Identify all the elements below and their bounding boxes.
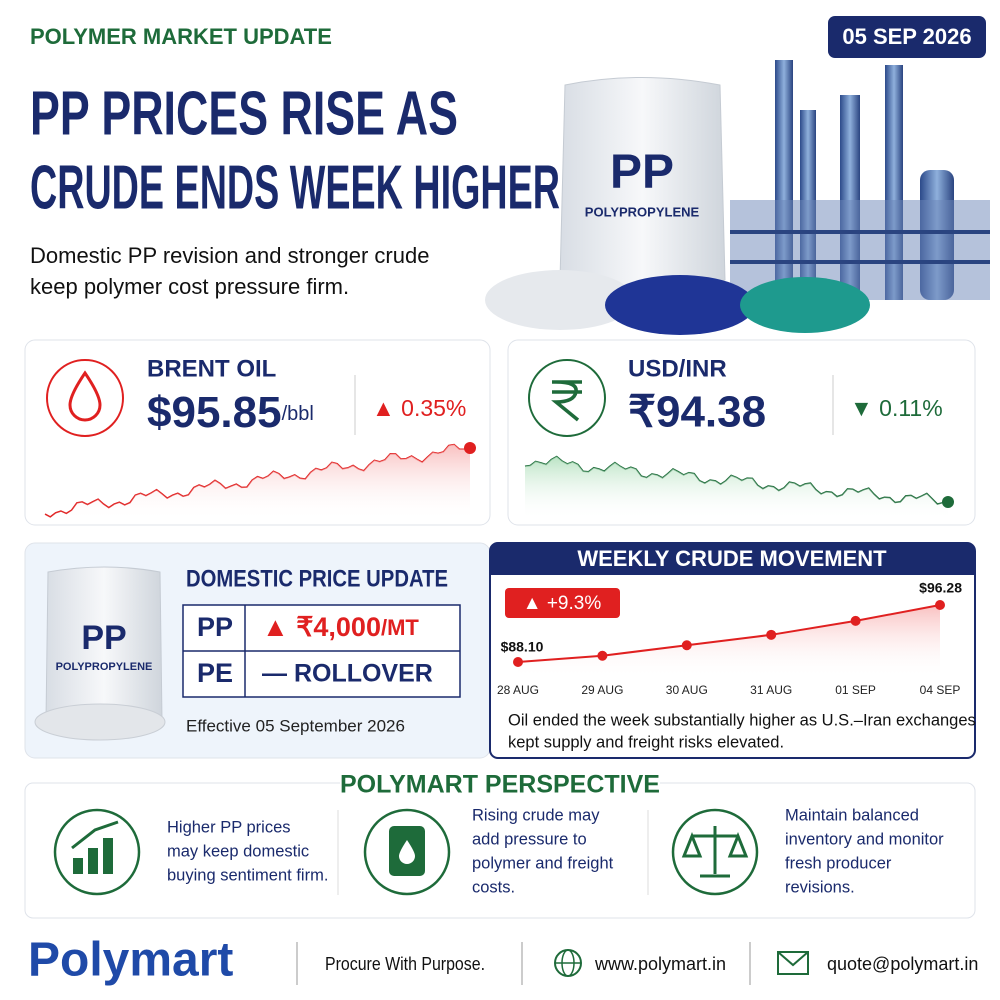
title-line: CRUDE ENDS WEEK HIGHER bbox=[30, 153, 560, 222]
sparkline-dot bbox=[942, 496, 954, 508]
bag-label: PP bbox=[610, 146, 674, 199]
perspective-text: revisions. bbox=[785, 878, 855, 896]
brent-price: $95.85/bbl bbox=[147, 388, 314, 437]
value-label: $96.28 bbox=[919, 580, 962, 596]
domestic-title: DOMESTIC PRICE UPDATE bbox=[186, 565, 448, 592]
price-change: ▲ ₹4,000/MT bbox=[262, 612, 419, 642]
mail-icon bbox=[777, 951, 809, 975]
rupee-glyph bbox=[551, 380, 582, 422]
point bbox=[935, 600, 945, 610]
bag-label: PP bbox=[81, 619, 126, 657]
x-tick-label: 30 AUG bbox=[666, 683, 708, 697]
point bbox=[766, 629, 777, 640]
perspective-title: POLYMART PERSPECTIVE bbox=[340, 771, 660, 799]
weekly-note: kept supply and freight risks elevated. bbox=[508, 733, 784, 751]
pellets bbox=[485, 270, 870, 335]
title-line: PP PRICES RISE AS bbox=[30, 79, 458, 148]
unit: /MT bbox=[381, 615, 419, 640]
value-label: $88.10 bbox=[501, 639, 544, 655]
growth-icon bbox=[53, 808, 141, 896]
usdinr-label: USD/INR bbox=[628, 355, 727, 382]
price-change: — ROLLOVER bbox=[262, 660, 433, 688]
usdinr-change: ▼ 0.11% bbox=[850, 395, 943, 421]
x-tick-label: 04 SEP bbox=[920, 683, 961, 697]
perspective-text: buying sentiment firm. bbox=[167, 866, 328, 884]
unit: /bbl bbox=[282, 403, 314, 425]
point bbox=[513, 657, 523, 667]
line bbox=[517, 604, 941, 663]
brent-label: BRENT OIL bbox=[147, 355, 276, 382]
x-tick-label: 31 AUG bbox=[750, 683, 792, 697]
perspective-text: Rising crude may bbox=[472, 806, 600, 824]
kicker: POLYMER MARKET UPDATE bbox=[30, 24, 332, 49]
email[interactable]: quote@polymart.in bbox=[827, 954, 978, 974]
change-badge bbox=[505, 588, 620, 618]
rupee-icon bbox=[528, 359, 606, 437]
barrel-icon bbox=[363, 808, 451, 896]
weekly-chart: 28 AUG $88.10 29 AUG 30 AUG 31 AUG 01 SEP 04 S… bbox=[497, 580, 962, 697]
weekly-note: Oil ended the week substantially higher … bbox=[508, 711, 976, 729]
product: PP bbox=[197, 612, 233, 642]
point bbox=[597, 650, 608, 661]
perspective-text: costs. bbox=[472, 878, 515, 896]
x-tick-label: 01 SEP bbox=[835, 683, 876, 697]
x-tick-label: 28 AUG bbox=[497, 683, 539, 697]
sparkline-area bbox=[45, 444, 470, 520]
website[interactable]: www.polymart.in bbox=[594, 954, 726, 974]
perspective-text: Higher PP prices bbox=[167, 818, 291, 836]
subtitle: Domestic PP revision and stronger crude bbox=[30, 243, 429, 268]
bag-sublabel: POLYPROPYLENE bbox=[585, 204, 700, 219]
perspective-text: inventory and monitor bbox=[785, 830, 944, 848]
price: $95.85 bbox=[147, 388, 282, 437]
x-tick-label: 29 AUG bbox=[581, 683, 623, 697]
perspective-text: add pressure to bbox=[472, 830, 587, 848]
usdinr-price: ₹94.38 bbox=[628, 388, 766, 437]
balance-icon bbox=[671, 808, 759, 896]
sparkline-dot bbox=[464, 442, 476, 454]
line-area bbox=[518, 605, 940, 678]
brent-change: ▲ 0.35% bbox=[372, 395, 466, 421]
point bbox=[850, 615, 861, 626]
point bbox=[681, 640, 692, 651]
perspective-text: polymer and freight bbox=[472, 854, 614, 872]
change: ▲ ₹4,000 bbox=[262, 612, 381, 642]
effective-date: Effective 05 September 2026 bbox=[186, 716, 405, 735]
weekly-title: WEEKLY CRUDE MOVEMENT bbox=[577, 546, 887, 571]
perspective-text: may keep domestic bbox=[167, 842, 309, 860]
oil-drop bbox=[68, 370, 102, 422]
product: PE bbox=[197, 658, 233, 688]
perspective-items: Higher PP prices may keep domestic buying … bbox=[167, 806, 944, 896]
date-badge bbox=[828, 16, 986, 58]
bag-sublabel: POLYPROPYLENE bbox=[56, 661, 153, 673]
date: 05 SEP 2026 bbox=[842, 24, 971, 49]
perspective-text: Maintain balanced bbox=[785, 806, 919, 824]
perspective-text: fresh producer bbox=[785, 854, 892, 872]
bag-illustration: PP POLYPROPYLENE bbox=[559, 77, 726, 291]
title-backdrop bbox=[340, 770, 660, 800]
bag-illustration: PP POLYPROPYLENE bbox=[34, 566, 166, 741]
tagline: Procure With Purpose. bbox=[325, 954, 485, 974]
globe-icon bbox=[554, 949, 582, 977]
brand: Polymart bbox=[28, 934, 233, 987]
sparkline-area bbox=[525, 456, 948, 520]
weekly-change: ▲ +9.3% bbox=[523, 593, 602, 614]
oil-drop-icon bbox=[46, 359, 124, 437]
subtitle: keep polymer cost pressure firm. bbox=[30, 274, 349, 299]
weekly-header bbox=[490, 543, 975, 575]
